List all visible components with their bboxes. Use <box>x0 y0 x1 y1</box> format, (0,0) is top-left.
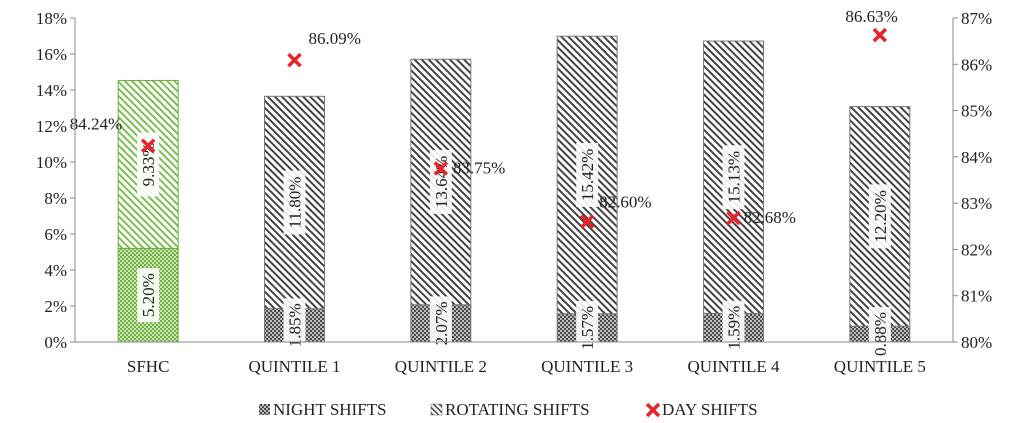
label-rotating-box <box>429 149 452 214</box>
left-y-axis: 0% 2% 4% 6% 8% 10% 12% 14% 16% 18% <box>36 9 76 352</box>
left-tick-label: 18% <box>36 9 67 28</box>
label-rotating-text: 9.33% <box>139 142 158 186</box>
right-tick-label: 84% <box>961 148 992 167</box>
label-day-4: 82.68% <box>744 208 796 227</box>
label-night-box <box>429 296 452 351</box>
legend-item-day[interactable]: DAY SHIFTS <box>645 400 758 419</box>
right-tick-label: 86% <box>961 55 992 74</box>
marker-stroke <box>872 27 888 43</box>
label-night-text: 2.07% <box>432 301 451 345</box>
left-tick-label: 16% <box>36 45 67 64</box>
plot-area: 5.20% 9.33% 84.24% 1.85% 11.80% 86.09% 2.07% 13… <box>70 7 911 362</box>
label-rotating-1: 11.80% <box>283 170 306 235</box>
label-night-box <box>137 268 160 323</box>
legend-label-day: DAY SHIFTS <box>662 400 758 419</box>
label-rotating-text: 12.20% <box>871 190 890 242</box>
marker-day-1[interactable] <box>287 52 302 68</box>
label-night-box <box>722 300 745 355</box>
legend-swatch-day <box>645 402 661 418</box>
label-rotating-5: 12.20% <box>868 184 891 249</box>
left-tick-label: 4% <box>44 261 67 280</box>
label-rotating-box <box>722 145 745 210</box>
right-tick-label: 81% <box>961 287 992 306</box>
label-night-text: 0.88% <box>871 312 890 356</box>
marker-stroke <box>726 210 741 226</box>
right-y-axis: 80% 81% 82% 83% 84% 85% 86% 87% <box>952 9 992 352</box>
right-tick-label: 83% <box>961 194 992 213</box>
label-night-2: 2.07% <box>429 296 452 351</box>
legend-label-rotating: ROTATING SHIFTS <box>445 400 590 419</box>
label-day-5: 86.63% <box>845 7 897 26</box>
label-day-3: 82.60% <box>599 193 651 212</box>
left-tick-label: 2% <box>44 297 67 316</box>
label-rotating-text: 13.64% <box>432 156 451 208</box>
label-rotating-box <box>283 170 306 235</box>
marker-stroke <box>579 214 595 229</box>
legend-label-night: NIGHT SHIFTS <box>273 400 387 419</box>
marker-stroke <box>140 138 156 153</box>
label-rotating-0: 9.33% <box>137 132 160 197</box>
legend-item-rotating[interactable]: ROTATING SHIFTS <box>430 400 590 419</box>
label-night-box <box>868 307 891 362</box>
label-night-text: 1.85% <box>286 303 305 347</box>
category-label-1: QUINTILE 1 <box>248 357 340 376</box>
left-tick-label: 8% <box>44 189 67 208</box>
right-tick-label: 80% <box>961 333 992 352</box>
x-axis: SFHC QUINTILE 1 QUINTILE 2 QUINTILE 3 QUINTI… <box>75 341 953 376</box>
left-tick-label: 14% <box>36 81 67 100</box>
label-night-text: 5.20% <box>139 273 158 317</box>
label-night-3: 1.57% <box>576 300 599 355</box>
label-rotating-3: 15.42% <box>576 142 599 207</box>
label-night-box <box>576 300 599 355</box>
label-rotating-text: 11.80% <box>286 177 305 229</box>
category-label-2: QUINTILE 2 <box>395 357 487 376</box>
legend: NIGHT SHIFTS ROTATING SHIFTS DAY SHIFTS <box>259 400 758 419</box>
marker-stroke <box>433 161 449 176</box>
right-tick-label: 87% <box>961 9 992 28</box>
label-night-text: 1.59% <box>725 306 744 350</box>
legend-swatch-night <box>259 404 270 415</box>
category-label-4: QUINTILE 4 <box>687 357 780 376</box>
category-label-5: QUINTILE 5 <box>834 357 926 376</box>
left-tick-label: 6% <box>44 225 67 244</box>
label-rotating-box <box>137 132 160 197</box>
label-night-4: 1.59% <box>722 300 745 355</box>
left-tick-label: 10% <box>36 153 67 172</box>
legend-item-night[interactable]: NIGHT SHIFTS <box>259 400 387 419</box>
label-day-2: 83.75% <box>453 158 505 177</box>
category-label-0: SFHC <box>127 357 170 376</box>
label-rotating-box <box>868 184 891 249</box>
marker-day-2[interactable] <box>433 161 449 176</box>
right-tick-label: 85% <box>961 102 992 121</box>
left-tick-label: 0% <box>44 333 67 352</box>
label-rotating-4: 15.13% <box>722 145 745 210</box>
right-tick-label: 82% <box>961 240 992 259</box>
left-tick-label: 12% <box>36 117 67 136</box>
legend-swatch-rotating <box>430 403 443 416</box>
label-night-0: 5.20% <box>137 268 160 323</box>
marker-day-0[interactable] <box>140 138 156 153</box>
label-night-5: 0.88% <box>868 307 891 362</box>
label-night-text: 1.57% <box>578 306 597 350</box>
label-rotating-text: 15.42% <box>578 149 597 201</box>
marker-day-5[interactable] <box>872 27 888 43</box>
label-night-box <box>283 298 306 353</box>
label-rotating-2: 13.64% <box>429 149 452 214</box>
label-night-1: 1.85% <box>283 298 306 353</box>
marker-stroke <box>287 52 302 68</box>
category-label-3: QUINTILE 3 <box>541 357 633 376</box>
label-day-1: 86.09% <box>309 29 361 48</box>
marker-day-3[interactable] <box>579 214 595 229</box>
label-rotating-text: 15.13% <box>725 151 744 203</box>
label-rotating-box <box>576 142 599 207</box>
label-day-0: 84.24% <box>70 115 122 134</box>
marker-day-4[interactable] <box>726 210 741 226</box>
